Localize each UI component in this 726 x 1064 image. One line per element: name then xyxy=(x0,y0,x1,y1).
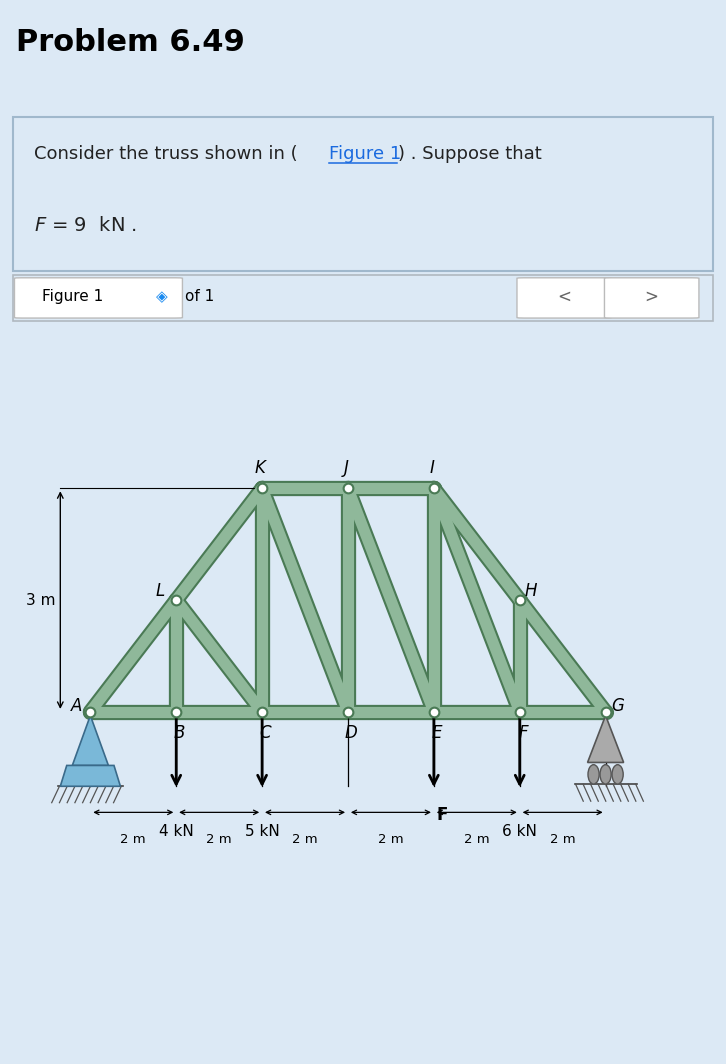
Text: I: I xyxy=(429,459,434,477)
Polygon shape xyxy=(73,716,108,765)
Text: 2 m: 2 m xyxy=(464,833,489,846)
Text: C: C xyxy=(260,724,272,742)
Text: ) . Suppose that: ) . Suppose that xyxy=(398,145,542,163)
Text: K: K xyxy=(255,459,266,477)
Polygon shape xyxy=(587,716,624,763)
Text: 2 m: 2 m xyxy=(293,833,318,846)
Text: <: < xyxy=(557,288,571,306)
Text: D: D xyxy=(345,724,358,742)
Text: Consider the truss shown in (: Consider the truss shown in ( xyxy=(34,145,298,163)
FancyBboxPatch shape xyxy=(15,278,182,318)
Text: 5 kN: 5 kN xyxy=(245,824,280,838)
Circle shape xyxy=(612,765,623,784)
Text: Figure 1: Figure 1 xyxy=(42,289,104,304)
Text: >: > xyxy=(645,288,658,306)
Text: B: B xyxy=(174,724,185,742)
Text: L: L xyxy=(155,582,165,600)
Text: of 1: of 1 xyxy=(184,289,213,304)
Text: 3 m: 3 m xyxy=(26,593,56,608)
Text: $\mathbf{F}$: $\mathbf{F}$ xyxy=(436,807,447,825)
Text: H: H xyxy=(524,582,537,600)
Text: $\mathit{F}$ = 9  kN .: $\mathit{F}$ = 9 kN . xyxy=(34,216,137,234)
Text: G: G xyxy=(611,697,624,715)
Text: E: E xyxy=(432,724,443,742)
Text: 6 kN: 6 kN xyxy=(502,824,537,838)
Text: 2 m: 2 m xyxy=(206,833,232,846)
Text: Problem 6.49: Problem 6.49 xyxy=(16,28,245,57)
FancyBboxPatch shape xyxy=(517,278,611,318)
Text: A: A xyxy=(71,697,82,715)
Text: 2 m: 2 m xyxy=(378,833,404,846)
Polygon shape xyxy=(60,765,121,786)
Circle shape xyxy=(600,765,611,784)
FancyBboxPatch shape xyxy=(605,278,699,318)
Text: 2 m: 2 m xyxy=(550,833,576,846)
Text: F: F xyxy=(518,724,528,742)
Text: 2 m: 2 m xyxy=(121,833,146,846)
Text: J: J xyxy=(343,459,348,477)
Text: 4 kN: 4 kN xyxy=(159,824,194,838)
Text: Figure 1: Figure 1 xyxy=(330,145,401,163)
Circle shape xyxy=(588,765,599,784)
Text: ◈: ◈ xyxy=(155,289,167,304)
